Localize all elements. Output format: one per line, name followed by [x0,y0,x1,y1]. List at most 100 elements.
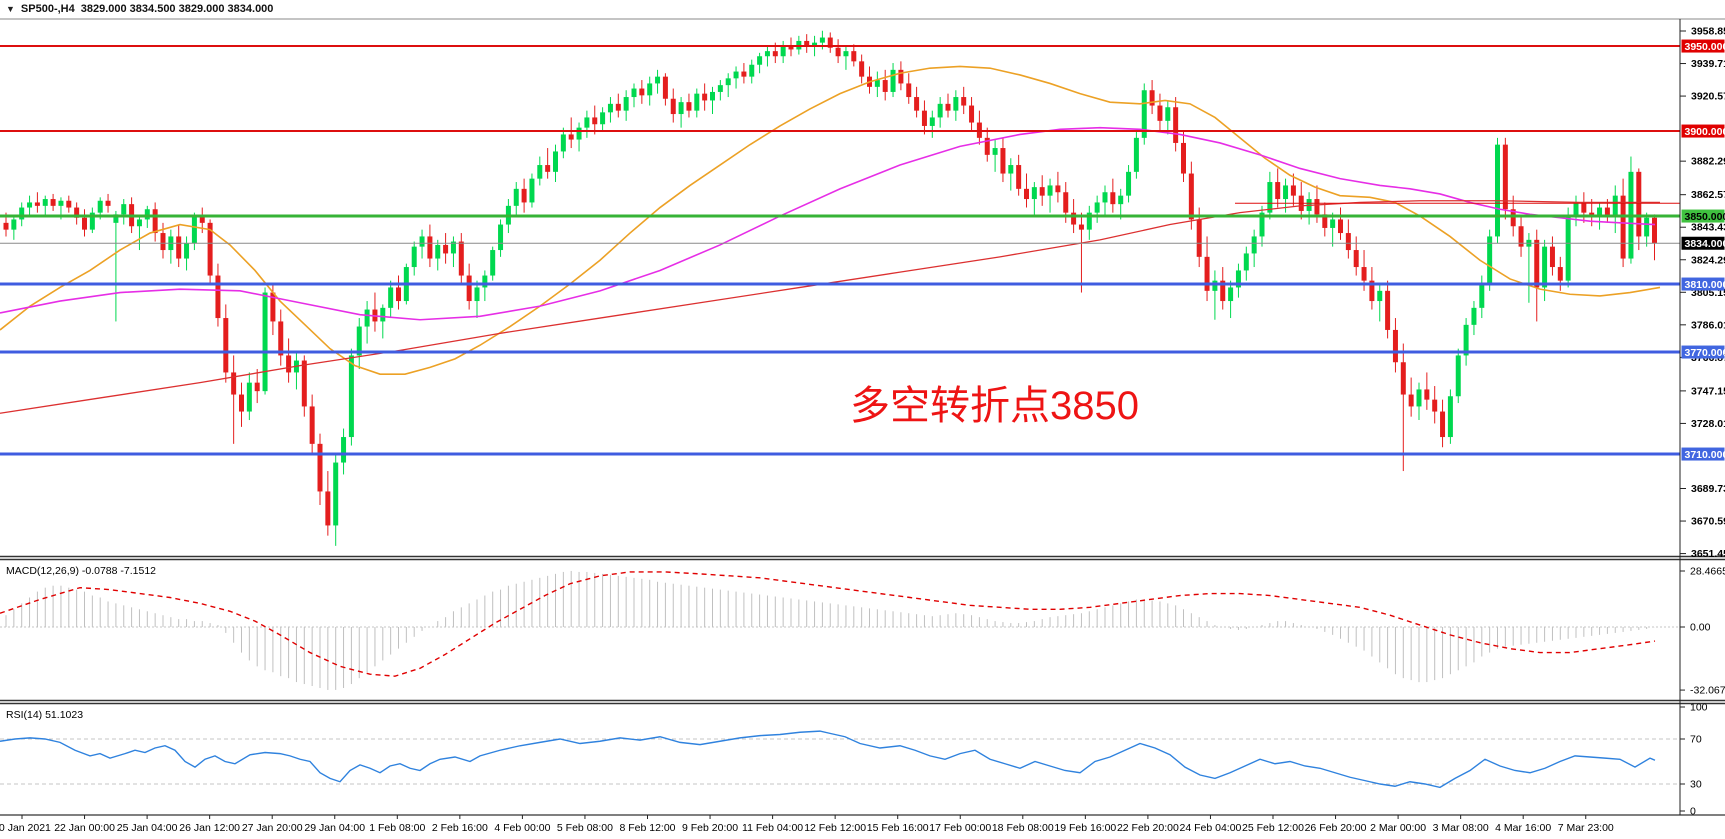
candle-body [1573,202,1579,217]
candle-body [1416,389,1422,407]
price-level-badge [1681,447,1725,461]
collapse-ohlc-icon[interactable]: ▼ [6,4,15,14]
candle-body [1581,202,1587,213]
macd-tick-label: 0.00 [1690,622,1711,634]
candle-body [1565,216,1571,281]
candle-body [1086,212,1092,230]
candle-body [152,209,158,234]
candle-body [450,241,456,254]
candle-body [1196,219,1202,257]
candle-body [1400,362,1406,395]
candle-body [710,91,715,101]
time-tick-label: 2 Mar 00:00 [1370,822,1426,834]
candle-body [97,200,103,213]
candle-body [1118,195,1124,205]
candle-body [262,292,268,392]
candle-body [144,209,150,220]
candle-body [804,40,810,47]
candle-body [1141,90,1147,138]
annotation-text: 多空转折点3850 [850,384,1139,428]
candle-body [176,236,182,259]
candle-body [914,97,920,111]
candle-body [984,137,990,155]
candle-body [1047,185,1053,196]
candle-body [1024,188,1029,200]
candle-body [694,93,700,111]
candle-body [1039,187,1045,196]
candle-body [560,134,566,152]
candle-body [482,275,488,288]
candle-body [662,76,668,99]
candle-body [3,222,9,230]
candle-body [239,394,244,412]
candle-body [1283,185,1289,200]
candle-body [1471,307,1477,325]
time-tick-label: 12 Feb 12:00 [804,822,866,834]
price-tick-label: 3728.010 [1691,418,1725,430]
candle-body [42,199,48,206]
rsi-tick-label: 0 [1690,806,1696,818]
time-tick-label: 1 Feb 08:00 [369,822,425,834]
candle-body [50,199,56,206]
candle-body [309,406,315,444]
main-price-panel[interactable] [0,30,1680,546]
candle-body [835,47,841,57]
price-tick-label: 3670.590 [1691,516,1725,528]
candle-body [757,56,763,65]
candle-body [1495,144,1500,237]
candle-body [1314,199,1320,215]
chart-title-bar: ▼ SP500-,H4 3829.000 3834.500 3829.000 3… [6,3,273,15]
candle-body [749,64,755,77]
candle-body [1487,236,1493,285]
candle-body [1620,195,1626,259]
candle-body [1604,207,1610,217]
chart-ohlc-values: 3829.000 3834.500 3829.000 3834.000 [80,3,274,15]
candle-body [1510,209,1516,227]
candle-body [1361,267,1367,281]
candle-body [34,202,40,206]
candle-body [1385,290,1391,330]
candle-body [1612,195,1618,217]
candle-body [741,71,747,77]
ma-orange-line [0,65,1661,375]
price-axis[interactable]: 3958.850 3939.710 3920.570 3882.290 3862.570… [0,18,1725,818]
time-tick-label: 26 Jan 12:00 [179,822,240,834]
candle-body [388,287,394,308]
candle-body [1652,217,1657,244]
candle-body [11,219,17,230]
candle-body [631,88,637,98]
candle-body [623,97,629,111]
candle-body [1055,185,1061,193]
time-tick-label: 4 Mar 16:00 [1495,822,1551,834]
price-level-badge-label: 3810.000 [1685,279,1725,291]
candle-body [780,46,786,57]
rsi-label: RSI(14) 51.1023 [6,709,83,721]
candle-body [600,112,606,125]
candle-body [953,97,959,111]
candle-body [615,103,621,111]
candle-body [607,103,613,113]
candle-body [246,382,252,412]
macd-panel[interactable] [0,570,1680,690]
candle-body [356,326,362,356]
rsi-tick-label: 70 [1690,734,1702,746]
price-tick-label: 3882.290 [1691,156,1725,168]
candle-body [1338,219,1343,234]
candle-body [670,98,676,115]
macd-signal-line [0,571,1656,677]
time-tick-label: 8 Feb 12:00 [619,822,675,834]
candle-body [58,200,64,206]
price-level-badge [1681,124,1725,138]
time-tick-label: 2 Feb 16:00 [432,822,488,834]
candle-body [1353,250,1359,268]
rsi-panel[interactable] [0,730,1680,789]
candle-body [584,117,590,128]
candle-body [702,93,708,101]
candle-body [647,83,653,96]
price-level-badge-label: 3770.000 [1685,347,1725,359]
candle-body [576,127,582,140]
time-tick-label: 5 Feb 08:00 [557,822,613,834]
candle-body [639,88,645,96]
